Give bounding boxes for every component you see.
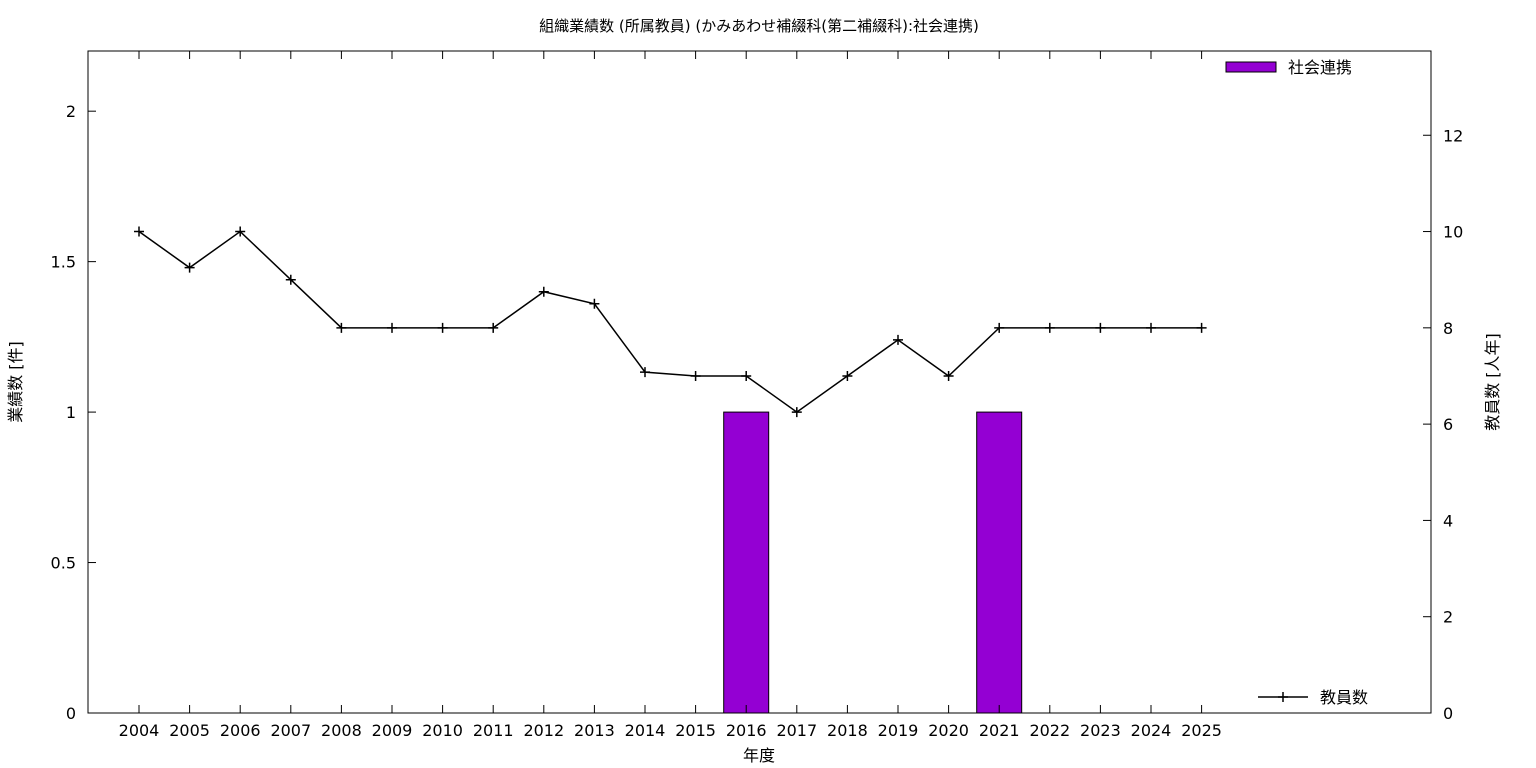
line-point (589, 298, 600, 309)
x-axis-tick-label: 2025 (1181, 721, 1222, 740)
x-axis-tick-label: 2015 (675, 721, 716, 740)
line-point (538, 286, 549, 297)
left-axis-tick-label: 1.5 (51, 253, 76, 272)
bar (723, 411, 770, 714)
x-axis-tick-label: 2016 (726, 721, 767, 740)
chart-title: 組織業績数 (所属教員) (かみあわせ補綴科(第二補綴科):社会連携) (539, 17, 979, 35)
bar-group (723, 411, 1023, 714)
line-point (1044, 322, 1055, 333)
line-point (1196, 322, 1207, 333)
x-axis-tick-label: 2006 (220, 721, 261, 740)
series-line (138, 230, 1202, 414)
line-point (741, 370, 752, 381)
right-axis-tick-label: 10 (1443, 223, 1463, 242)
legend-line: 教員数 (1258, 688, 1368, 707)
line-point (842, 370, 853, 381)
x-axis-tick-label: 2019 (878, 721, 919, 740)
x-axis-tick-label: 2021 (979, 721, 1020, 740)
x-axis-tick-label: 2010 (422, 721, 463, 740)
x-axis-tick-label: 2018 (827, 721, 868, 740)
legend-bar-swatch (1225, 61, 1277, 73)
bar (976, 411, 1023, 714)
x-axis-tick-label: 2024 (1131, 721, 1172, 740)
legend-line-marker (1278, 692, 1288, 702)
line-point (285, 274, 296, 285)
right-axis-tick-label: 2 (1443, 608, 1453, 627)
y-axis-label-right: 教員数 [人年] (1483, 333, 1502, 431)
x-axis-tick-label: 2012 (523, 721, 564, 740)
x-axis-tick-label: 2007 (270, 721, 311, 740)
line-point (134, 226, 144, 237)
right-axis-tick-label: 12 (1443, 126, 1463, 145)
line-point (994, 322, 1005, 333)
line-point (640, 367, 650, 378)
left-axis-tick-label: 1 (66, 403, 76, 422)
y-axis-label-left: 業績数 [件] (6, 341, 25, 423)
line-point (893, 334, 903, 345)
line-point (488, 322, 499, 333)
x-axis-tick-label: 2017 (776, 721, 817, 740)
x-axis-tick-label: 2005 (169, 721, 210, 740)
line-point (235, 226, 246, 237)
line-point (437, 322, 448, 333)
line-point (1095, 322, 1106, 333)
line-point (943, 370, 954, 381)
x-axis-tick-label: 2008 (321, 721, 362, 740)
x-axis-tick-label: 2023 (1080, 721, 1121, 740)
right-axis-tick-label: 0 (1443, 704, 1453, 723)
legend-line-label: 教員数 (1320, 688, 1368, 707)
right-axis-tick-label: 8 (1443, 319, 1453, 338)
legend-bar-label: 社会連携 (1288, 58, 1352, 77)
x-axis-tick-label: 2020 (928, 721, 969, 740)
x-axis: 2004 2005 2006 2007 2008 2009 2010 2011 2012 2013… (119, 51, 1222, 740)
line-point (184, 262, 195, 273)
line-point (1146, 322, 1156, 333)
right-axis-tick-label: 6 (1443, 415, 1453, 434)
left-axis-tick-label: 0.5 (51, 554, 76, 573)
left-axis-tick-label: 0 (66, 704, 76, 723)
x-axis-tick-label: 2022 (1029, 721, 1070, 740)
line-point (387, 322, 397, 333)
x-axis-label: 年度 (743, 746, 775, 765)
left-axis: 0 0.5 1 1.5 2 (51, 102, 96, 723)
x-axis-tick-label: 2004 (119, 721, 160, 740)
line-point (690, 370, 701, 381)
line-point (791, 407, 802, 418)
x-axis-tick-label: 2011 (473, 721, 514, 740)
line-point (336, 322, 347, 333)
right-axis: 0 2 4 6 8 10 12 (1423, 126, 1463, 723)
right-axis-tick-label: 4 (1443, 511, 1453, 530)
legend-bar: 社会連携 (1225, 58, 1352, 77)
left-axis-tick-label: 2 (66, 102, 76, 121)
x-axis-tick-label: 2013 (574, 721, 615, 740)
line-group (134, 226, 1207, 418)
x-axis-tick-label: 2009 (372, 721, 413, 740)
x-axis-tick-label: 2014 (625, 721, 666, 740)
